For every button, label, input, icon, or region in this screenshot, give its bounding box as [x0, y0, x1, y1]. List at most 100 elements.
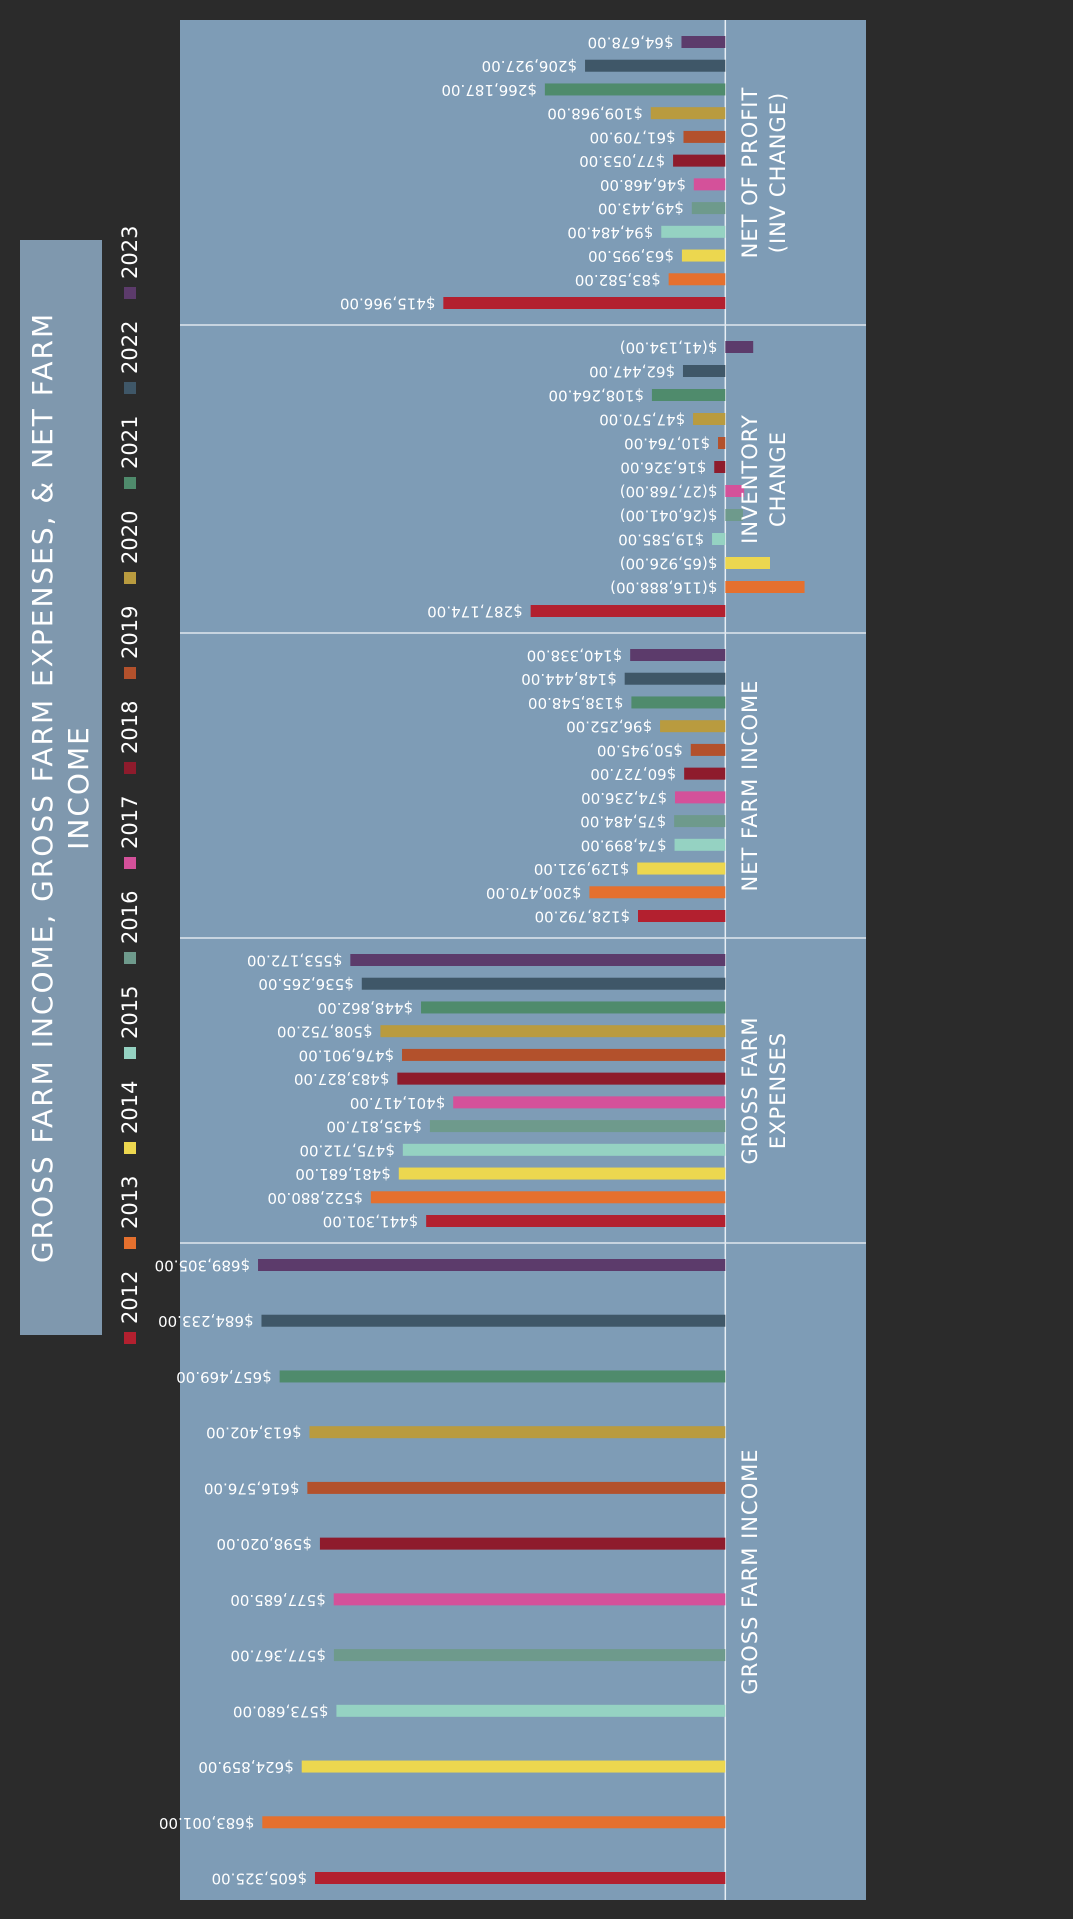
bar [661, 225, 726, 238]
value-label: $475,712.00 [299, 1141, 394, 1159]
bar [544, 83, 726, 96]
value-label: $83,582.00 [575, 271, 661, 289]
value-label: $613,402.00 [206, 1424, 301, 1442]
legend-swatch [124, 1332, 136, 1344]
bar [361, 977, 726, 990]
value-label: $287,174.00 [427, 603, 522, 621]
bar [673, 154, 726, 167]
bar [691, 202, 726, 215]
legend-swatch [124, 1047, 136, 1059]
legend-swatch [124, 667, 136, 679]
value-label: $(27,768.00) [620, 483, 718, 501]
value-label: $19,585.00 [618, 531, 704, 549]
bar [725, 509, 743, 521]
bar [712, 533, 726, 545]
value-label: $16,326.00 [620, 459, 706, 477]
title-box [20, 240, 102, 1335]
legend-swatch [124, 1237, 136, 1249]
value-label: $108,264.00 [548, 387, 643, 405]
legend-label: 2021 [118, 416, 142, 469]
bar [684, 767, 726, 780]
bar [426, 1215, 726, 1227]
bar [279, 1370, 726, 1383]
value-label: $148,444.00 [521, 670, 616, 688]
value-label: $616,576.00 [204, 1479, 299, 1497]
bar [402, 1048, 726, 1061]
value-label: $689,305.00 [155, 1257, 250, 1275]
chart-title: GROSS FARM INCOME, GROSS FARM EXPENSES, … [26, 311, 95, 1264]
value-label: $64,678.00 [588, 34, 674, 52]
bar [258, 1259, 726, 1271]
value-label: $401,417.00 [350, 1094, 445, 1112]
value-label: $128,792.00 [535, 908, 630, 926]
bar [638, 910, 726, 922]
value-label: $577,685.00 [230, 1591, 325, 1609]
bar [718, 437, 726, 449]
bar [429, 1120, 726, 1133]
value-label: $75,484.00 [580, 813, 666, 831]
bar [309, 1426, 726, 1439]
bar [398, 1167, 726, 1180]
value-label: $(41,134.00) [620, 339, 718, 357]
bar [261, 1314, 726, 1327]
x-tick-label: GROSS FARM INCOME [738, 1448, 763, 1695]
value-label: $481,681.00 [295, 1165, 390, 1183]
category-holder: INVENTORY CHANGE [738, 414, 789, 544]
value-label: $129,921.00 [534, 860, 629, 878]
value-label: $49,443.00 [598, 200, 684, 218]
legend-swatch [124, 382, 136, 394]
legend-swatch [124, 762, 136, 774]
bar [637, 862, 726, 875]
value-label: $657,469.00 [176, 1368, 271, 1386]
value-label: $206,927.00 [482, 57, 577, 75]
x-tick-label: GROSS FARM EXPENSES [738, 1016, 790, 1165]
bar [631, 696, 726, 709]
bar [585, 59, 726, 72]
value-label: $483,827.00 [294, 1070, 389, 1088]
value-label: $577,367.00 [230, 1647, 325, 1665]
value-label: $47,570.00 [599, 411, 685, 429]
bar [453, 1096, 726, 1109]
bar [681, 249, 726, 262]
value-label: $598,020.00 [216, 1535, 311, 1553]
value-label: $74,899.00 [581, 836, 667, 854]
value-label: $415,966.00 [340, 295, 435, 313]
value-label: $522,880.00 [267, 1189, 362, 1207]
value-label: $10,764.00 [624, 435, 710, 453]
legend-label: 2012 [118, 1271, 142, 1324]
value-label: $553,172.00 [247, 952, 342, 970]
bar [714, 461, 726, 473]
bar [650, 107, 726, 120]
legend-swatch [124, 952, 136, 964]
value-label: $96,252.00 [566, 718, 652, 736]
legend-label: 2017 [118, 796, 142, 849]
value-label: $94,484.00 [567, 223, 653, 241]
bar [690, 743, 726, 756]
value-label: $573,680.00 [233, 1702, 328, 1720]
value-label: $200,470.00 [486, 884, 581, 902]
bar [693, 413, 726, 425]
value-label: $605,325.00 [212, 1870, 307, 1888]
value-label: $684,233.00 [158, 1312, 253, 1330]
bar [681, 36, 726, 48]
bar [262, 1816, 726, 1829]
bar [674, 838, 726, 851]
value-label: $77,053.00 [579, 152, 665, 170]
x-tick-label: NET OF PROFIT (INV CHANGE) [738, 86, 790, 259]
bar [319, 1537, 726, 1550]
legend-swatch [124, 1142, 136, 1154]
legend-label: 2013 [118, 1176, 142, 1229]
legend-label: 2015 [118, 986, 142, 1039]
value-label: $624,859.00 [198, 1758, 293, 1776]
value-label: $(26,041.00) [620, 507, 718, 525]
bar [674, 815, 726, 828]
value-label: $536,265.00 [258, 975, 353, 993]
value-label: $109,968.00 [547, 105, 642, 123]
legend-label: 2018 [118, 701, 142, 754]
legend-label: 2020 [118, 511, 142, 564]
bar [421, 1001, 726, 1014]
value-label: $74,236.00 [581, 789, 667, 807]
bar [530, 605, 726, 617]
bar [380, 1025, 726, 1038]
